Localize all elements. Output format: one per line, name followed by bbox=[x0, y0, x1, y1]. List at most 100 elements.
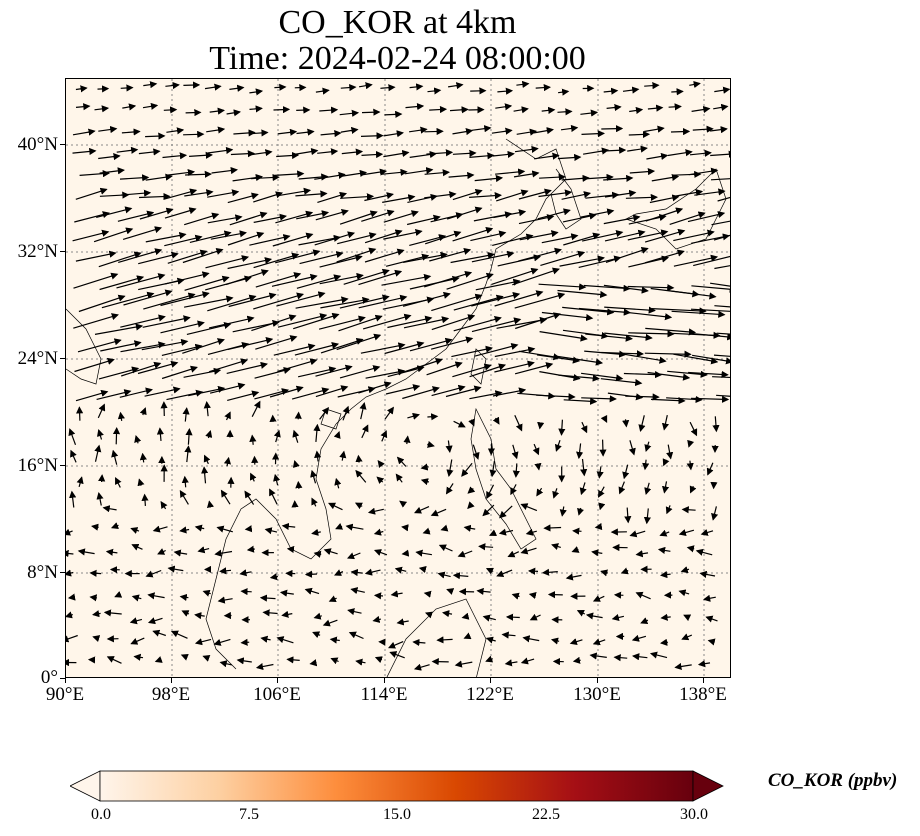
wind-arrow bbox=[438, 544, 453, 552]
wind-arrow bbox=[166, 389, 204, 401]
wind-arrow bbox=[699, 570, 716, 578]
wind-arrow bbox=[603, 87, 619, 95]
wind-arrow bbox=[431, 293, 483, 312]
colorbar bbox=[70, 770, 724, 802]
wind-arrow bbox=[554, 440, 562, 452]
wind-arrow bbox=[181, 475, 189, 488]
wind-arrow bbox=[309, 659, 318, 667]
wind-arrow bbox=[299, 251, 344, 265]
wind-arrow bbox=[182, 248, 224, 264]
wind-vector-field bbox=[66, 80, 730, 671]
wind-arrow bbox=[474, 342, 519, 357]
wind-arrow bbox=[448, 82, 464, 90]
wind-arrow bbox=[66, 528, 73, 536]
wind-arrow bbox=[557, 355, 604, 366]
wind-arrow bbox=[277, 187, 312, 197]
wind-arrow bbox=[560, 124, 579, 133]
wind-arrow bbox=[495, 103, 513, 111]
wind-arrow bbox=[463, 524, 476, 532]
wind-arrow bbox=[313, 550, 322, 558]
wind-arrow bbox=[165, 168, 196, 177]
wind-arrow bbox=[98, 474, 106, 483]
wind-arrow bbox=[710, 282, 730, 287]
wind-arrow bbox=[541, 568, 558, 576]
wind-arrow bbox=[394, 566, 407, 574]
wind-arrow bbox=[425, 230, 462, 245]
wind-arrow bbox=[337, 232, 377, 245]
wind-arrow bbox=[396, 618, 409, 626]
wind-arrow bbox=[622, 464, 630, 480]
wind-arrow bbox=[510, 484, 517, 496]
wind-arrow bbox=[644, 249, 685, 264]
wind-arrow bbox=[185, 428, 193, 445]
wind-arrow bbox=[99, 167, 125, 175]
wind-arrow bbox=[453, 420, 466, 428]
wind-arrow bbox=[513, 170, 540, 178]
wind-arrow bbox=[164, 234, 203, 247]
lon-label-98: 98°E bbox=[151, 684, 191, 705]
wind-arrow bbox=[99, 275, 145, 291]
wind-arrow bbox=[710, 150, 730, 158]
coastlines bbox=[66, 138, 727, 677]
wind-arrow bbox=[424, 270, 473, 288]
wind-arrow bbox=[122, 103, 137, 111]
wind-arrow bbox=[347, 608, 362, 616]
coastline-philippines bbox=[470, 407, 537, 550]
wind-arrow bbox=[89, 594, 98, 602]
wind-arrow bbox=[249, 472, 257, 482]
wind-arrow bbox=[130, 637, 145, 645]
wind-arrow bbox=[644, 82, 660, 90]
wind-arrow bbox=[661, 414, 669, 431]
wind-arrow bbox=[185, 109, 202, 117]
wind-arrow bbox=[66, 549, 74, 558]
wind-arrow bbox=[695, 548, 713, 556]
wind-arrow bbox=[335, 523, 344, 530]
wind-arrow bbox=[328, 502, 343, 511]
wind-arrow bbox=[671, 310, 726, 318]
wind-arrow bbox=[429, 105, 448, 114]
wind-arrow bbox=[364, 192, 394, 202]
wind-arrow bbox=[156, 427, 165, 441]
wind-arrow bbox=[536, 487, 544, 497]
wind-arrow bbox=[494, 360, 535, 373]
wind-arrow bbox=[251, 400, 261, 417]
wind-arrow bbox=[323, 548, 338, 556]
wind-arrow bbox=[277, 358, 318, 372]
wind-arrow bbox=[179, 489, 189, 505]
wind-arrow bbox=[383, 210, 419, 223]
wind-arrow bbox=[673, 229, 715, 242]
wind-arrow bbox=[315, 208, 349, 221]
wind-arrow bbox=[277, 128, 298, 136]
wind-arrow bbox=[276, 291, 326, 307]
wind-arrow bbox=[485, 567, 494, 575]
wind-arrow bbox=[707, 638, 716, 646]
wind-arrow bbox=[690, 308, 730, 312]
wind-arrow bbox=[661, 481, 670, 494]
wind-arrow bbox=[310, 469, 318, 484]
wind-arrow bbox=[273, 106, 291, 114]
wind-arrow bbox=[387, 315, 433, 329]
wind-arrow bbox=[194, 638, 212, 646]
wind-arrow bbox=[94, 323, 144, 335]
wind-arrow bbox=[339, 169, 368, 178]
wind-arrow bbox=[77, 548, 95, 556]
wind-arrow bbox=[66, 569, 74, 577]
wind-arrow bbox=[678, 529, 695, 537]
wind-arrow bbox=[244, 525, 253, 533]
wind-arrow bbox=[304, 587, 320, 595]
wind-arrow bbox=[100, 340, 142, 352]
wind-arrow bbox=[102, 505, 117, 513]
wind-arrow bbox=[250, 173, 280, 182]
colorbar-label: CO_KOR (ppbv) bbox=[768, 770, 898, 791]
wind-arrow bbox=[184, 445, 192, 463]
wind-arrow bbox=[623, 311, 673, 321]
wind-arrow bbox=[224, 411, 231, 421]
gridlines bbox=[66, 79, 730, 677]
wind-arrow bbox=[376, 476, 385, 484]
wind-arrow bbox=[291, 387, 330, 400]
wind-arrow bbox=[117, 210, 155, 222]
wind-arrow bbox=[601, 350, 644, 358]
lat-label-40: 40°N bbox=[17, 134, 58, 155]
wind-arrow bbox=[382, 194, 416, 203]
lon-tick-114 bbox=[384, 678, 385, 683]
